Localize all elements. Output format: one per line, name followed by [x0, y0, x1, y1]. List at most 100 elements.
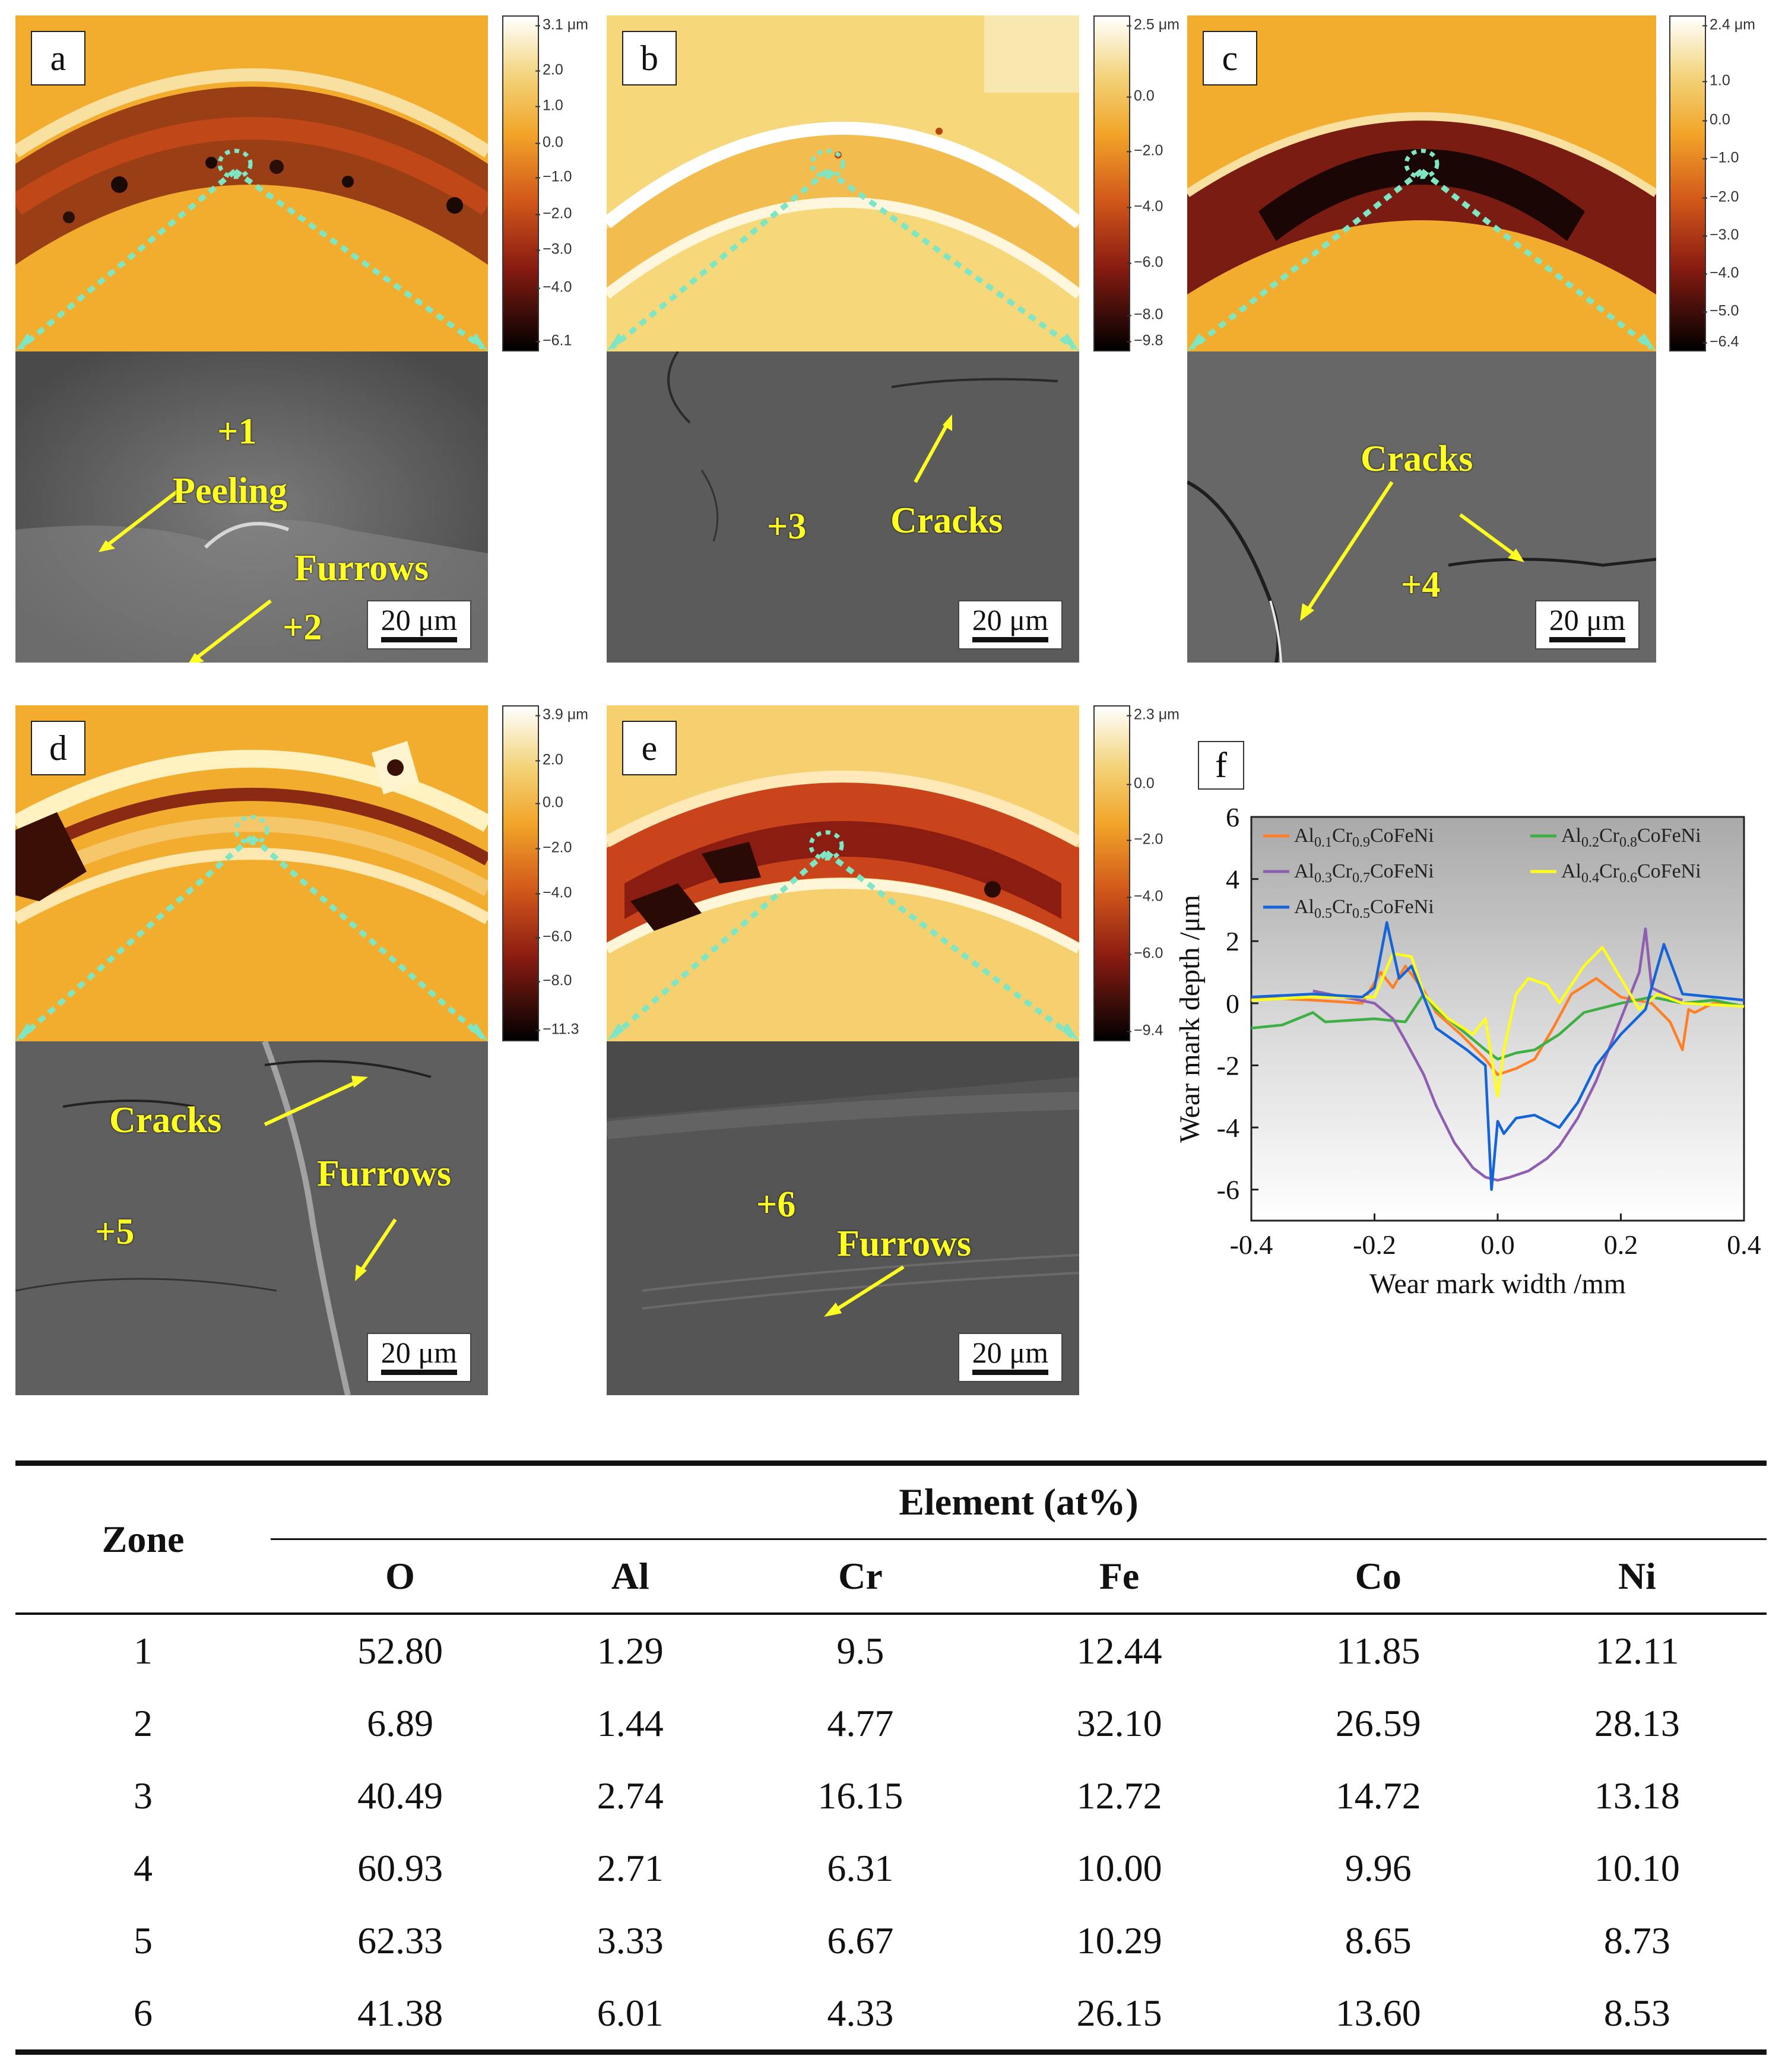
value-cell: 10.10 — [1594, 1847, 1680, 1889]
table-row: 6 41.38 6.01 4.33 26.15 13.60 8.53 — [15, 1977, 1767, 2052]
colorbar-tick: 0.0 — [535, 794, 563, 811]
zone-cell: 6 — [134, 1992, 153, 2034]
wear-track-d — [15, 741, 488, 1041]
scale-bar-d: 20 μm — [366, 1333, 471, 1382]
colorbar-tick: 3.9 μm — [535, 706, 588, 723]
scale-bar-c: 20 μm — [1534, 600, 1640, 650]
value-cell: 12.11 — [1595, 1630, 1679, 1672]
value-cell: 14.72 — [1335, 1775, 1421, 1817]
value-cell: 13.18 — [1594, 1775, 1680, 1817]
colorbar-tick: −1.0 — [1702, 149, 1739, 166]
peeling-label: Peeling — [173, 471, 287, 511]
x-tick-label: 0.2 — [1604, 1230, 1638, 1260]
value-cell: 9.5 — [836, 1630, 884, 1672]
panel-c: c 2.4 μm 1.0 0.0 −1.0 −2.0 −3.0 −4.0 −5.… — [1187, 15, 1757, 698]
legend-entry: Al0.5Cr0.5CoFeNi — [1294, 896, 1434, 921]
zone-3-marker: +3 — [767, 506, 807, 547]
scale-bar-e: 20 μm — [957, 1333, 1063, 1382]
value-cell: 2.74 — [597, 1775, 664, 1817]
colorbar-tick: −9.4 — [1126, 1022, 1163, 1039]
value-cell: 32.10 — [1076, 1702, 1162, 1744]
colorbar-tick: 0.0 — [1702, 111, 1730, 128]
value-cell: 2.71 — [597, 1847, 664, 1889]
colorbar-tick: −11.3 — [535, 1021, 579, 1038]
colorbar-tick: −3.0 — [535, 240, 572, 258]
colorbar-tick: −2.0 — [535, 205, 572, 222]
series-line-3 — [1312, 927, 1683, 1182]
series-line-1 — [1251, 964, 1745, 1076]
value-cell: 8.65 — [1345, 1919, 1412, 1962]
element-group-header: Element (at%) — [271, 1463, 1767, 1540]
colorbar-tick: −4.0 — [1702, 264, 1739, 281]
panel-label-a: a — [31, 31, 85, 85]
colorbar-tick: −2.0 — [1126, 831, 1163, 848]
value-cell: 41.38 — [357, 1992, 443, 2034]
legend-entry: Al0.3Cr0.7CoFeNi — [1294, 860, 1434, 886]
colorbar-tick: −6.1 — [535, 332, 572, 349]
value-cell: 12.72 — [1076, 1775, 1162, 1817]
panel-e: e 2.3 μm 0.0 −2.0 −4.0 −6.0 −9.4 +6 Furr… — [607, 705, 1179, 1400]
zone-5-marker: +5 — [95, 1212, 135, 1252]
colorbar-tick: −8.0 — [1126, 306, 1163, 323]
value-cell: 28.13 — [1594, 1702, 1680, 1744]
value-cell: 16.15 — [817, 1775, 903, 1817]
value-cell: 3.33 — [597, 1919, 664, 1962]
sem-image-b: +3 Cracks 20 μm — [607, 351, 1079, 663]
height-map-e: e — [607, 705, 1079, 1041]
wear-track-c — [1187, 112, 1656, 351]
colorbar-tick: 2.3 μm — [1127, 706, 1179, 723]
y-tick-label: 2 — [1226, 926, 1239, 956]
scale-label: 20 μm — [972, 1336, 1048, 1369]
value-cell: 26.15 — [1076, 1992, 1162, 2034]
y-tick-label: -2 — [1217, 1050, 1239, 1081]
colorbar-tick: −4.0 — [535, 278, 572, 296]
value-cell: 11.85 — [1336, 1630, 1420, 1672]
value-cell: 60.93 — [357, 1847, 443, 1889]
value-cell: 6.67 — [827, 1919, 894, 1962]
value-cell: 13.60 — [1335, 1992, 1421, 2034]
panel-label-d: d — [31, 721, 85, 775]
table-row: 2 6.89 1.44 4.77 32.10 26.59 28.13 — [15, 1687, 1767, 1760]
value-cell: 1.29 — [597, 1630, 664, 1672]
x-tick-label: -0.2 — [1353, 1230, 1396, 1260]
colorbar-tick: −9.8 — [1126, 332, 1163, 349]
colorbar-tick: 0.0 — [1127, 775, 1155, 792]
legend-entry: Al0.4Cr0.6CoFeNi — [1561, 860, 1701, 886]
furrows-label: Furrows — [317, 1154, 452, 1194]
x-axis-label: Wear mark width /mm — [1369, 1268, 1626, 1300]
colorbar-c: 2.4 μm 1.0 0.0 −1.0 −2.0 −3.0 −4.0 −5.0 … — [1669, 15, 1755, 351]
value-cell: 9.96 — [1345, 1847, 1412, 1889]
colorbar-tick: −2.0 — [1126, 142, 1163, 159]
scale-label: 20 μm — [381, 603, 457, 636]
column-header-o: O — [385, 1555, 415, 1597]
colorbar-tick: 2.0 — [535, 751, 563, 768]
colorbar-e: 2.3 μm 0.0 −2.0 −4.0 −6.0 −9.4 — [1093, 705, 1179, 1041]
scale-bar-a: 20 μm — [366, 600, 471, 650]
colorbar-tick: −2.0 — [535, 839, 572, 856]
value-cell: 62.33 — [357, 1919, 443, 1962]
column-header-co: Co — [1355, 1555, 1401, 1597]
scale-bar-b: 20 μm — [957, 600, 1063, 650]
cracks-label: Cracks — [109, 1100, 222, 1140]
scale-label: 20 μm — [1549, 603, 1625, 636]
legend-entry: Al0.1Cr0.9CoFeNi — [1294, 825, 1434, 850]
legend-entry: Al0.2Cr0.8CoFeNi — [1561, 825, 1701, 850]
scale-label: 20 μm — [972, 603, 1048, 636]
value-cell: 6.31 — [827, 1847, 894, 1889]
height-map-a: a — [15, 15, 488, 351]
value-cell: 26.59 — [1335, 1702, 1421, 1744]
colorbar-tick: 3.1 μm — [535, 16, 588, 33]
zone-4-marker: +4 — [1401, 565, 1441, 605]
scale-label: 20 μm — [381, 1336, 457, 1369]
colorbar-d: 3.9 μm 2.0 0.0 −2.0 −4.0 −6.0 −8.0 −11.3 — [502, 705, 588, 1041]
colorbar-tick: −4.0 — [1126, 888, 1163, 905]
y-tick-label: 6 — [1226, 802, 1239, 832]
colorbar-b: 2.5 μm 0.0 −2.0 −4.0 −6.0 −8.0 −9.8 — [1093, 15, 1179, 351]
plot-area — [1251, 817, 1744, 1221]
panel-label-f: f — [1198, 741, 1244, 790]
y-tick-label: -6 — [1217, 1175, 1239, 1205]
colorbar-tick: −8.0 — [535, 972, 572, 989]
table-row: 3 40.49 2.74 16.15 12.72 14.72 13.18 — [15, 1760, 1767, 1832]
colorbar-tick: 0.0 — [535, 134, 563, 151]
y-tick-label: 4 — [1226, 864, 1239, 895]
